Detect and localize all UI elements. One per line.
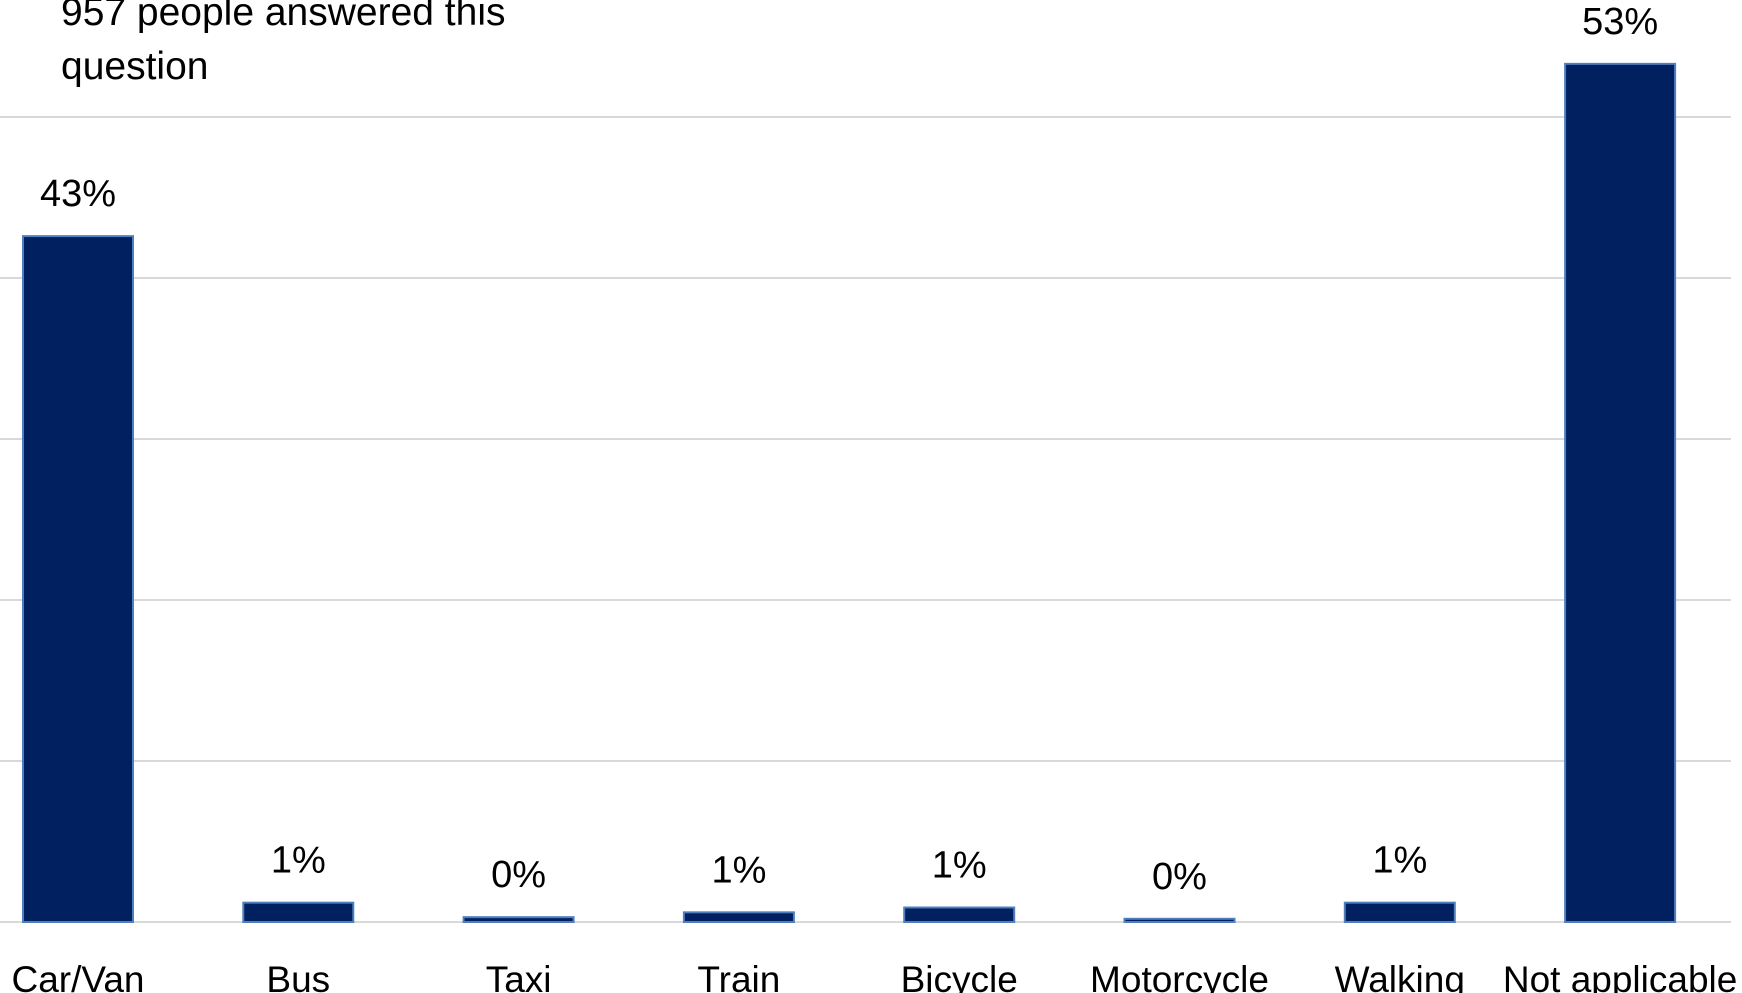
value-label: 43% <box>40 173 116 215</box>
value-label: 1% <box>932 845 987 887</box>
x-tick-label: Train <box>697 959 780 993</box>
bar <box>462 916 575 923</box>
x-tick-label: Taxi <box>486 959 552 993</box>
x-tick-label: Bus <box>266 959 330 993</box>
x-tick-label: Car/Van <box>12 959 145 993</box>
bar <box>682 911 795 924</box>
x-tick-label: Not applicable <box>1503 959 1737 993</box>
x-tick-label: Walking <box>1335 959 1465 993</box>
annotation: 957 people answered this question <box>61 0 506 88</box>
bar <box>903 906 1016 924</box>
x-tick-label: Bicycle <box>901 959 1018 993</box>
value-label: 0% <box>1152 856 1207 898</box>
bar <box>22 235 134 923</box>
value-label: 1% <box>271 840 326 882</box>
value-label: 1% <box>711 849 766 891</box>
bar <box>1564 62 1677 924</box>
bar <box>1123 917 1236 924</box>
value-label: 1% <box>1372 840 1427 882</box>
x-tick-label: Motorcycle <box>1090 959 1269 993</box>
bar <box>1343 901 1456 923</box>
value-label: 0% <box>491 854 546 896</box>
value-label: 53% <box>1582 1 1658 43</box>
bar <box>242 901 355 923</box>
